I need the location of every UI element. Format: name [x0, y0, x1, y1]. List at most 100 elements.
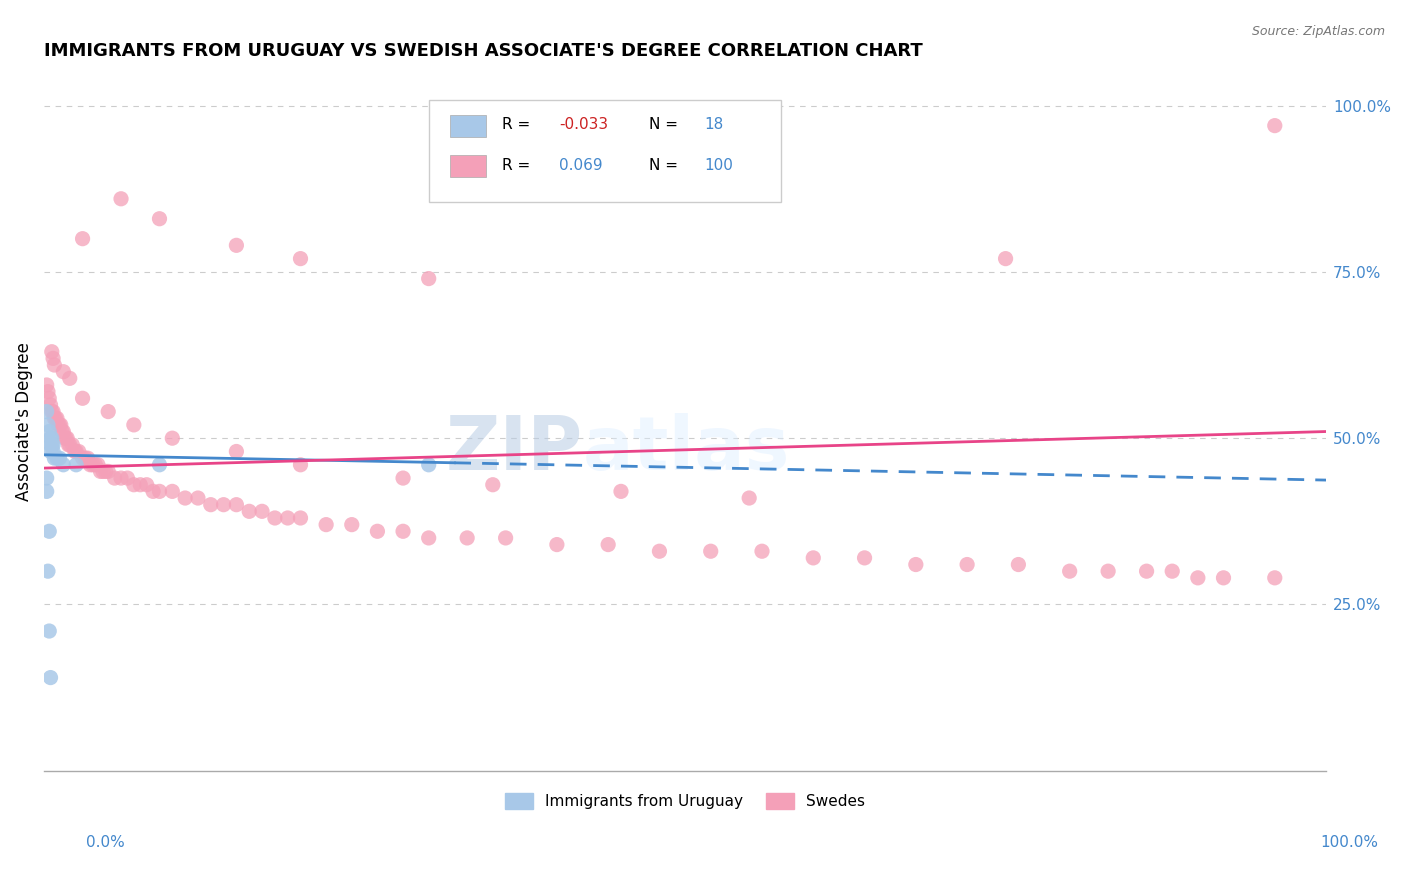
- Point: [51, 425, 73, 439]
- Point: [45, 411, 67, 425]
- Point: [44, 451, 66, 466]
- Point: [751, 544, 773, 558]
- Point: [1264, 119, 1286, 133]
- Text: N =: N =: [650, 117, 678, 132]
- Point: [1187, 571, 1209, 585]
- Point: [65, 458, 87, 472]
- Point: [853, 550, 876, 565]
- Point: [42, 404, 65, 418]
- Point: [212, 498, 235, 512]
- Point: [72, 392, 94, 406]
- Point: [104, 471, 127, 485]
- Point: [39, 671, 62, 685]
- Point: [42, 444, 65, 458]
- Legend: Immigrants from Uruguay, Swedes: Immigrants from Uruguay, Swedes: [499, 788, 870, 815]
- Text: R =: R =: [502, 117, 530, 132]
- Point: [546, 538, 568, 552]
- Point: [225, 238, 247, 252]
- Point: [610, 484, 633, 499]
- Point: [495, 531, 517, 545]
- Point: [1264, 571, 1286, 585]
- Point: [39, 431, 62, 445]
- Point: [117, 471, 139, 485]
- Point: [44, 411, 66, 425]
- Point: [1212, 571, 1234, 585]
- Point: [41, 344, 63, 359]
- Point: [162, 431, 184, 445]
- Point: [87, 458, 110, 472]
- Point: [97, 465, 120, 479]
- Point: [148, 458, 170, 472]
- Point: [135, 477, 157, 491]
- Point: [340, 517, 363, 532]
- Point: [37, 384, 59, 399]
- Point: [598, 538, 620, 552]
- Text: 18: 18: [704, 117, 724, 132]
- Point: [45, 451, 67, 466]
- Point: [65, 444, 87, 458]
- Point: [58, 438, 80, 452]
- Point: [738, 491, 761, 505]
- Point: [904, 558, 927, 572]
- Point: [63, 444, 86, 458]
- Point: [418, 271, 440, 285]
- Point: [277, 511, 299, 525]
- Point: [52, 458, 75, 472]
- Point: [38, 524, 60, 539]
- Point: [91, 465, 114, 479]
- Point: [148, 211, 170, 226]
- Point: [48, 417, 70, 432]
- Point: [263, 511, 285, 525]
- Point: [44, 358, 66, 372]
- Point: [290, 511, 312, 525]
- Text: N =: N =: [650, 158, 678, 173]
- Point: [41, 431, 63, 445]
- Point: [39, 398, 62, 412]
- Point: [110, 471, 132, 485]
- Point: [49, 417, 72, 432]
- Point: [187, 491, 209, 505]
- Y-axis label: Associate's Degree: Associate's Degree: [15, 343, 32, 501]
- Point: [41, 404, 63, 418]
- Point: [35, 404, 58, 418]
- Point: [250, 504, 273, 518]
- Point: [1135, 564, 1157, 578]
- Point: [41, 438, 63, 452]
- Point: [84, 458, 107, 472]
- Text: atlas: atlas: [582, 413, 790, 486]
- Point: [238, 504, 260, 518]
- Point: [42, 351, 65, 366]
- Point: [174, 491, 197, 505]
- Point: [37, 417, 59, 432]
- Point: [38, 425, 60, 439]
- Point: [148, 484, 170, 499]
- Point: [75, 451, 97, 466]
- Text: 100: 100: [704, 158, 733, 173]
- FancyBboxPatch shape: [429, 101, 782, 202]
- Point: [1161, 564, 1184, 578]
- FancyBboxPatch shape: [450, 115, 486, 137]
- Text: 100.0%: 100.0%: [1320, 836, 1379, 850]
- Text: 0.0%: 0.0%: [86, 836, 125, 850]
- Point: [225, 498, 247, 512]
- Point: [60, 438, 83, 452]
- Point: [35, 484, 58, 499]
- Point: [290, 458, 312, 472]
- Point: [290, 252, 312, 266]
- Point: [52, 365, 75, 379]
- Point: [56, 431, 79, 445]
- Point: [67, 444, 90, 458]
- Point: [35, 471, 58, 485]
- Point: [39, 438, 62, 452]
- Point: [392, 524, 415, 539]
- Point: [46, 417, 69, 432]
- Point: [1059, 564, 1081, 578]
- Point: [52, 425, 75, 439]
- Text: R =: R =: [502, 158, 530, 173]
- Point: [39, 444, 62, 458]
- Point: [392, 471, 415, 485]
- Point: [122, 417, 145, 432]
- Text: -0.033: -0.033: [560, 117, 609, 132]
- Point: [55, 431, 77, 445]
- FancyBboxPatch shape: [450, 155, 486, 178]
